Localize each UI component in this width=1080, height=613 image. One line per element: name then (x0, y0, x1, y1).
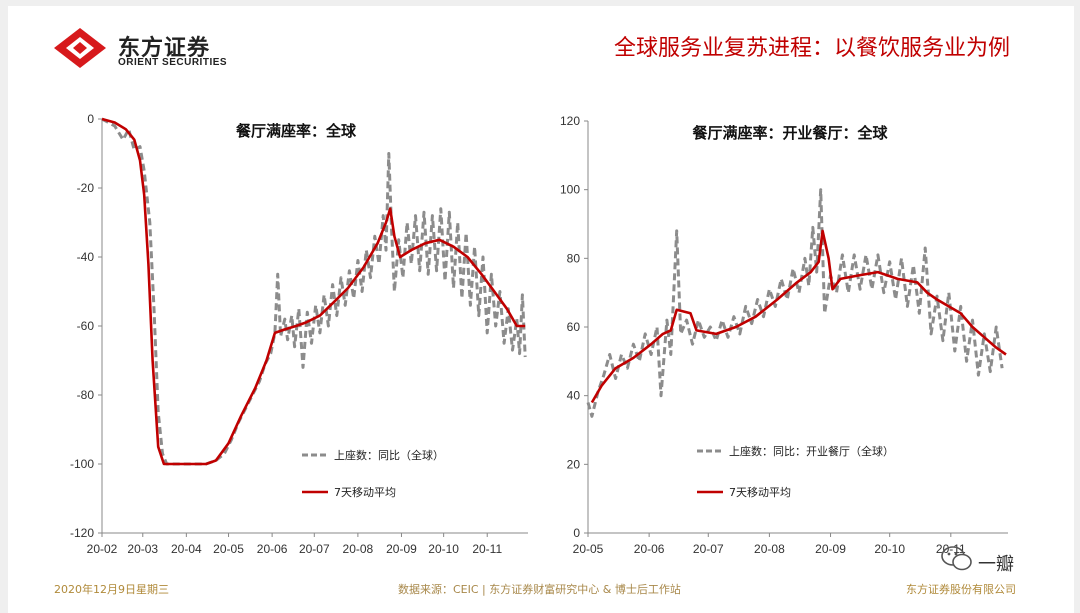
chart-title: 餐厅满座率：全球 (236, 122, 357, 140)
legend-label: 上座数：同比（全球） (334, 448, 444, 462)
series-line-yoy (101, 117, 527, 466)
x-tick-label: 20-05 (573, 542, 604, 556)
y-tick-label: -40 (77, 250, 95, 264)
y-tick-label: 0 (87, 112, 94, 126)
y-tick-label: 20 (567, 457, 581, 471)
frame-right (1074, 0, 1080, 613)
legend-label: 7天移动平均 (334, 486, 396, 499)
x-tick-label: 20-06 (257, 542, 288, 556)
logo-subtitle: ORIENT SECURITIES (118, 57, 228, 68)
x-tick-label: 20-10 (874, 542, 905, 556)
x-tick-label: 20-07 (693, 542, 724, 556)
x-tick-label: 20-09 (386, 542, 417, 556)
footer-source: 数据来源：CEIC | 东方证券财富研究中心 & 博士后工作站 (398, 583, 681, 596)
chart-global-seating: 0 -20 -40 -60 -80 -100 -120 20-02 20-03 20-04 20-0… (70, 112, 528, 556)
y-tick-label: 80 (567, 251, 581, 265)
x-tick-label: 20-11 (472, 542, 502, 556)
series-line-7day-average (590, 229, 1007, 404)
watermark: 一瓣 (940, 544, 1050, 584)
logo-name: 东方证券 (118, 36, 211, 61)
x-tick-label: 20-04 (171, 542, 202, 556)
company-logo: 东方证券 ORIENT SECURITIES (52, 26, 262, 70)
x-tick-label: 20-03 (127, 542, 158, 556)
y-tick-label: -20 (77, 181, 95, 195)
y-tick-label: 120 (560, 114, 580, 128)
y-tick-label: 60 (567, 320, 581, 334)
x-tick-label: 20-09 (815, 542, 846, 556)
y-tick-label: 100 (560, 183, 580, 197)
legend-label: 上座数：同比：开业餐厅（全球） (729, 444, 894, 458)
footer-company: 东方证券股份有限公司 (906, 583, 1016, 596)
page-title: 全球服务业复苏进程：以餐饮服务业为例 (613, 36, 1010, 61)
footer-date: 2020年12月9日星期三 (54, 583, 169, 596)
x-tick-label: 20-07 (299, 542, 330, 556)
series-line-7day-average (101, 117, 526, 466)
series-line-yoy (586, 188, 1004, 418)
watermark-text: 一瓣 (978, 554, 1014, 575)
y-tick-label: -100 (70, 457, 94, 471)
y-tick-label: -80 (77, 388, 95, 402)
frame-top (0, 0, 1080, 6)
x-tick-label: 20-05 (213, 542, 244, 556)
y-tick-label: 40 (567, 389, 581, 403)
chart-open-restaurants-seating: 120 100 80 60 40 20 0 20-05 20-06 20-07 20-08 20-09… (560, 114, 1008, 556)
y-tick-label: -120 (70, 526, 94, 540)
wechat-icon (941, 546, 972, 571)
x-tick-label: 20-08 (343, 542, 374, 556)
x-tick-label: 20-06 (634, 542, 665, 556)
logo-diamond-icon (54, 28, 106, 68)
x-tick-label: 20-08 (754, 542, 785, 556)
frame-left (0, 0, 8, 613)
x-tick-label: 20-10 (428, 542, 459, 556)
chart-title: 餐厅满座率：开业餐厅：全球 (692, 124, 888, 142)
legend-label: 7天移动平均 (729, 486, 791, 499)
x-tick-label: 20-02 (87, 542, 118, 556)
y-tick-label: -60 (77, 319, 95, 333)
y-tick-label: 0 (573, 526, 580, 540)
